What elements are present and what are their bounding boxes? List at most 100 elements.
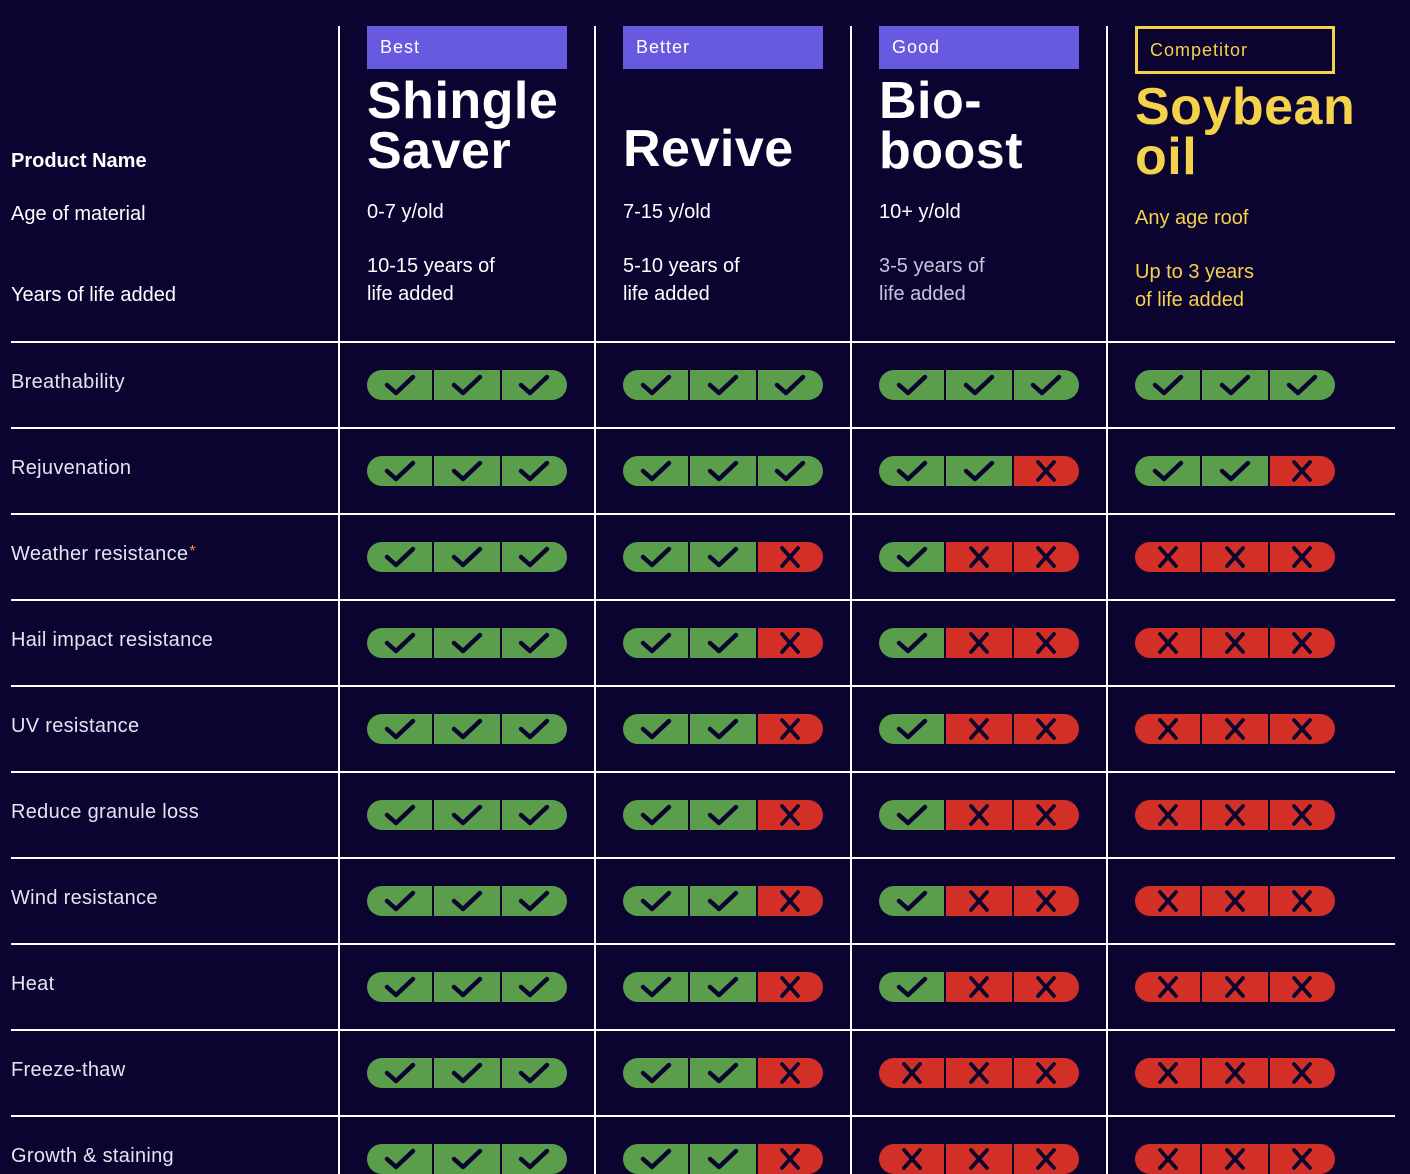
check-icon [688, 628, 756, 658]
rating-pill [1135, 370, 1335, 400]
check-icon [1200, 370, 1268, 400]
check-icon [1011, 370, 1079, 400]
tier-badge-good: Good [879, 26, 1079, 69]
check-icon [879, 800, 945, 830]
cross-icon [755, 800, 823, 830]
cross-icon [1011, 800, 1079, 830]
check-icon [432, 800, 500, 830]
tier-badge-better: Better [623, 26, 823, 69]
rating-pill [1135, 542, 1335, 572]
check-icon [499, 1144, 567, 1174]
rating-pill [879, 542, 1079, 572]
rating-pill [879, 1144, 1079, 1174]
row-label: Rejuvenation [11, 457, 131, 480]
footnote-asterisk: * [189, 543, 196, 560]
check-icon [432, 456, 500, 486]
cross-icon [944, 1144, 1012, 1174]
cross-icon [1267, 886, 1335, 916]
check-icon [879, 628, 945, 658]
check-icon [944, 456, 1012, 486]
check-icon [623, 628, 689, 658]
row-label-text: UV resistance [11, 715, 140, 737]
rating-pill [1135, 714, 1335, 744]
cross-icon [755, 1058, 823, 1088]
rating-pill [367, 542, 567, 572]
row-divider [11, 599, 1395, 601]
product-name-revive: Revive [623, 120, 794, 178]
check-icon [432, 1058, 500, 1088]
cross-icon [1135, 886, 1201, 916]
check-icon [623, 1144, 689, 1174]
check-icon [1200, 456, 1268, 486]
rating-pill [367, 1058, 567, 1088]
check-icon [688, 370, 756, 400]
product-name-label: Product Name [11, 150, 147, 172]
check-icon [688, 456, 756, 486]
rating-pill [1135, 972, 1335, 1002]
row-label-text: Reduce granule loss [11, 801, 200, 823]
row-label-text: Wind resistance [11, 887, 158, 909]
cross-icon [1200, 800, 1268, 830]
check-icon [688, 1144, 756, 1174]
cross-icon [1200, 714, 1268, 744]
check-icon [879, 886, 945, 916]
row-label: Growth & staining [11, 1145, 174, 1168]
rating-pill [367, 370, 567, 400]
cross-icon [1267, 972, 1335, 1002]
rating-pill [623, 800, 823, 830]
cross-icon [1011, 1058, 1079, 1088]
cross-icon [1135, 800, 1201, 830]
rating-pill [367, 456, 567, 486]
check-icon [432, 972, 500, 1002]
cross-icon [1011, 1144, 1079, 1174]
rating-pill [623, 1058, 823, 1088]
rating-pill [367, 714, 567, 744]
check-icon [432, 370, 500, 400]
row-label: Heat [11, 973, 54, 996]
rating-pill [1135, 886, 1335, 916]
cross-icon [1267, 1144, 1335, 1174]
life-label: Years of life added [11, 284, 176, 306]
check-icon [688, 714, 756, 744]
rating-pill [1135, 628, 1335, 658]
rating-pill [367, 800, 567, 830]
check-icon [499, 800, 567, 830]
check-icon [367, 628, 433, 658]
rating-pill [623, 886, 823, 916]
check-icon [1135, 370, 1201, 400]
row-label-text: Rejuvenation [11, 457, 132, 479]
cross-icon [1200, 1144, 1268, 1174]
row-label-text: Breathability [11, 371, 125, 393]
cross-icon [755, 886, 823, 916]
check-icon [755, 456, 823, 486]
check-icon [623, 370, 689, 400]
cross-icon [1200, 886, 1268, 916]
cross-icon [1011, 542, 1079, 572]
cross-icon [755, 972, 823, 1002]
cross-icon [944, 886, 1012, 916]
cross-icon [1135, 714, 1201, 744]
rating-pill [879, 456, 1079, 486]
cross-icon [879, 1058, 945, 1088]
check-icon [879, 456, 945, 486]
rating-pill [623, 456, 823, 486]
cross-icon [944, 1058, 1012, 1088]
cross-icon [1135, 542, 1201, 572]
rating-pill [1135, 1058, 1335, 1088]
row-label-text: Freeze-thaw [11, 1059, 126, 1081]
check-icon [499, 370, 567, 400]
product-name-bio-boost: Bio- boost [879, 72, 1024, 180]
cross-icon [944, 542, 1012, 572]
rating-pill [879, 972, 1079, 1002]
check-icon [432, 886, 500, 916]
rating-pill [623, 370, 823, 400]
check-icon [499, 886, 567, 916]
cross-icon [879, 1144, 945, 1174]
row-label: Weather resistance* [11, 543, 196, 566]
cross-icon [1267, 456, 1335, 486]
cross-icon [944, 714, 1012, 744]
tier-badge-best: Best [367, 26, 567, 69]
row-label: Breathability [11, 371, 125, 394]
check-icon [879, 370, 945, 400]
check-icon [688, 886, 756, 916]
